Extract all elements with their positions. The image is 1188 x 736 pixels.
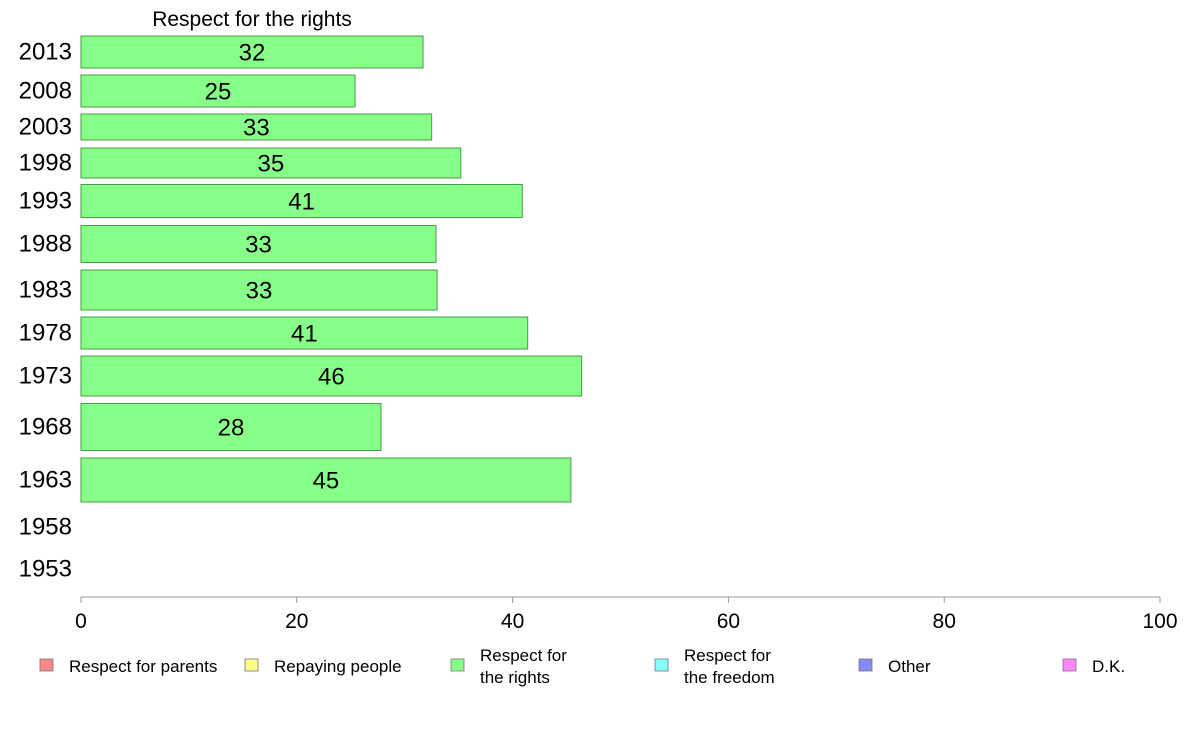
bar-1968: [80, 403, 382, 451]
x-tick-label-80: 80: [933, 610, 956, 633]
legend-label-respect-for-parents: Respect for parents: [69, 657, 217, 676]
bar-1993: [80, 184, 523, 218]
legend-label-d-k: D.K.: [1092, 657, 1125, 676]
x-tick-label-20: 20: [285, 610, 308, 633]
value-label-1983: 33: [246, 278, 273, 305]
bar-1983: [80, 269, 438, 311]
legend-swatch-repaying-people: [244, 658, 259, 672]
value-label-1978: 41: [291, 321, 318, 348]
value-label-1973: 46: [318, 364, 345, 391]
x-tick-label-60: 60: [717, 610, 740, 633]
x-tick-label-100: 100: [1142, 610, 1177, 633]
y-tick-label-1993: 1993: [19, 188, 72, 215]
y-tick-label-1958: 1958: [19, 514, 72, 541]
y-tick-label-1988: 1988: [19, 231, 72, 258]
y-tick-label-2013: 2013: [19, 39, 72, 66]
legend-swatch-other: [858, 658, 873, 672]
y-tick-label-2008: 2008: [19, 78, 72, 105]
bar-1988: [80, 225, 437, 263]
bar-2013: [80, 35, 424, 69]
bar-1998: [80, 147, 462, 179]
value-label-1988: 33: [245, 232, 272, 259]
value-label-1993: 41: [288, 189, 315, 216]
y-tick-label-1983: 1983: [19, 277, 72, 304]
legend: Respect for parents Repaying people Respec…: [39, 646, 1125, 687]
y-tick-label-1998: 1998: [19, 150, 72, 177]
legend-label-repaying-people: Repaying people: [274, 657, 402, 676]
y-tick-label-1963: 1963: [19, 467, 72, 494]
chart-title: Respect for the rights: [152, 8, 352, 31]
bar-1973: [80, 355, 583, 397]
value-label-2013: 32: [239, 40, 266, 67]
x-axis: 0 20 40 60 80 100: [75, 596, 1178, 633]
bar-1963: [80, 457, 572, 503]
bar-1978: [80, 316, 529, 350]
value-label-1963: 45: [313, 468, 340, 495]
legend-label-respect-for-the-freedom-line-1: Respect for: [684, 646, 771, 665]
y-tick-label-2003: 2003: [19, 114, 72, 141]
value-label-2003: 33: [243, 115, 270, 142]
legend-label-respect-for-the-freedom-line-2: the freedom: [684, 668, 775, 687]
value-label-1968: 28: [218, 415, 245, 442]
legend-label-respect-for-the-rights-line-2: the rights: [480, 668, 550, 687]
x-tick-label-40: 40: [501, 610, 524, 633]
legend-swatch-d-k: [1062, 658, 1077, 672]
y-tick-label-1978: 1978: [19, 320, 72, 347]
legend-label-respect-for-the-rights-line-1: Respect for: [480, 646, 567, 665]
legend-swatch-respect-for-the-freedom: [654, 658, 669, 672]
y-tick-label-1973: 1973: [19, 363, 72, 390]
y-tick-label-1953: 1953: [19, 556, 72, 583]
legend-swatch-respect-for-parents: [39, 658, 54, 672]
value-label-2008: 25: [205, 79, 232, 106]
x-tick-label-0: 0: [75, 610, 87, 633]
value-label-1998: 35: [258, 151, 285, 178]
legend-label-other: Other: [888, 657, 931, 676]
legend-swatch-respect-for-the-rights: [450, 658, 465, 672]
bar-2003: [80, 113, 433, 141]
bar-2008: [80, 74, 356, 108]
bars-group: 2013 32 2008 25 2003 33 1998 35 1993 41 1988 33 1983…: [19, 35, 583, 583]
y-tick-label-1968: 1968: [19, 414, 72, 441]
